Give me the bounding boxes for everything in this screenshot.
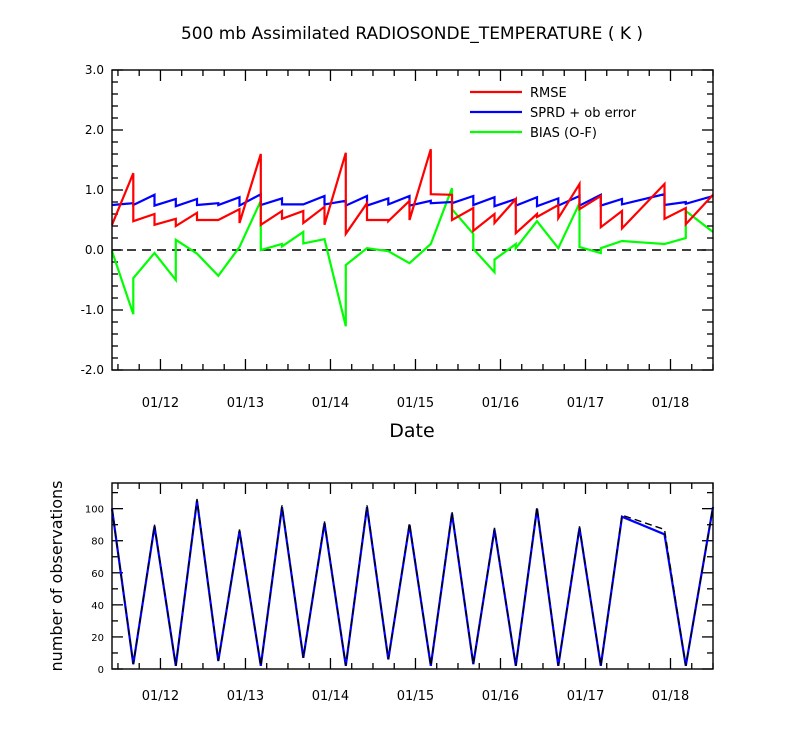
bottom-y-tick-labels: 0 20 40 60 80 100 <box>85 505 104 676</box>
bottom-y-tick-label: 0 <box>98 665 104 676</box>
top-x-tick-label: 01/13 <box>227 396 264 411</box>
legend-item-rmse-label: RMSE <box>530 86 567 101</box>
top-y-tick-label: 2.0 <box>85 123 104 137</box>
sprd-ob-error-line <box>111 192 714 208</box>
top-x-tick-label: 01/16 <box>482 396 519 411</box>
top-x-tick-label: 01/17 <box>567 396 604 411</box>
bottom-x-tick-label: 01/13 <box>227 689 264 704</box>
legend: RMSE SPRD + ob error BIAS (O-F) <box>470 86 637 141</box>
rmse-line <box>110 148 714 238</box>
bottom-x-tick-label: 01/17 <box>567 689 604 704</box>
bottom-x-tick-label: 01/15 <box>397 689 434 704</box>
bias-rmse-chart: -2.0-1.00.01.02.03.0 01/12 01/13 01/14 01/1… <box>81 63 714 411</box>
top-y-tick-label: -2.0 <box>81 363 104 377</box>
chart-title: 500 mb Assimilated RADIOSONDE_TEMPERATUR… <box>181 24 643 44</box>
bottom-y-tick-label: 40 <box>91 601 104 612</box>
obs-count-line-dashed <box>111 498 714 666</box>
top-x-tick-labels: 01/12 01/13 01/14 01/15 01/16 01/17 01/18 <box>142 396 690 411</box>
top-y-tick-labels: -2.0 -1.0 0.0 1.0 2.0 3.0 <box>81 63 104 377</box>
top-x-tick-label: 01/12 <box>142 396 179 411</box>
top-y-tick-label: 1.0 <box>85 183 104 197</box>
bottom-y-tick-label: 100 <box>85 505 104 516</box>
bottom-y-tick-label: 20 <box>91 633 104 644</box>
bottom-y-tick-label: 80 <box>91 537 104 548</box>
bottom-x-tick-label: 01/16 <box>482 689 519 704</box>
top-y-tick-label: 0.0 <box>85 243 104 257</box>
y-axis-title-observations: number of observations <box>47 481 66 672</box>
bottom-series <box>110 498 715 666</box>
top-plot-frame <box>111 69 714 371</box>
top-x-tick-label: 01/18 <box>652 396 689 411</box>
bottom-x-tick-label: 01/12 <box>142 689 179 704</box>
top-x-tick-label: 01/15 <box>397 396 434 411</box>
top-y-tick-label: 3.0 <box>85 63 104 77</box>
legend-item-bias-label: BIAS (O-F) <box>530 126 597 141</box>
bottom-y-tick-label: 60 <box>91 569 104 580</box>
x-axis-title: Date <box>389 420 434 442</box>
bottom-x-tick-label: 01/18 <box>652 689 689 704</box>
top-x-tick-label: 01/14 <box>312 396 349 411</box>
bottom-axis-ticks <box>112 483 714 670</box>
top-y-tick-label: -1.0 <box>81 303 104 317</box>
bias-line <box>110 187 714 327</box>
bottom-x-tick-labels: 01/12 01/13 01/14 01/15 01/16 01/17 01/18 <box>142 689 690 704</box>
bottom-plot-frame <box>111 482 714 670</box>
bottom-x-tick-label: 01/14 <box>312 689 349 704</box>
top-series <box>110 148 714 327</box>
obs-count-line-solid <box>110 500 715 666</box>
top-axis-ticks <box>112 69 714 371</box>
legend-item-sprd-label: SPRD + ob error <box>530 106 637 121</box>
